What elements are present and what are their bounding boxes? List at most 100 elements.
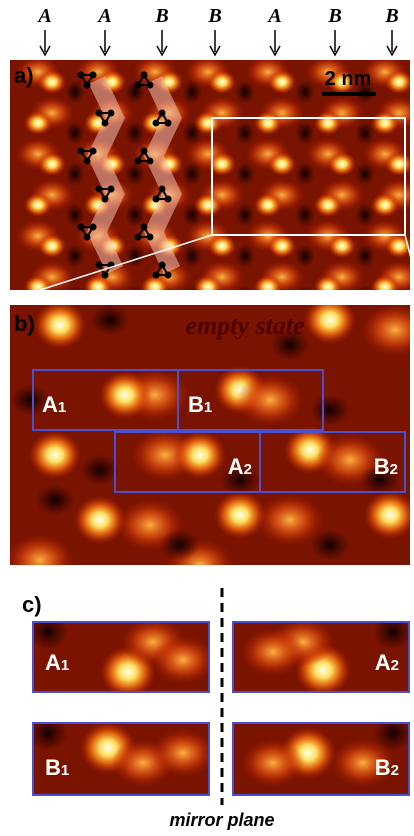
- blob: [268, 152, 296, 176]
- molecule-atom: [165, 196, 172, 203]
- blob: [84, 275, 112, 299]
- blob: [314, 193, 342, 217]
- panel-label: c): [22, 592, 42, 617]
- blob: [241, 739, 305, 787]
- blob: [235, 121, 255, 145]
- blob: [236, 374, 304, 426]
- box-subscript: 2: [244, 461, 252, 478]
- blob: [268, 234, 296, 258]
- blob: [310, 394, 350, 426]
- blob: [241, 628, 305, 676]
- blob: [35, 484, 75, 516]
- blob: [385, 70, 413, 94]
- molecule-atom: [141, 224, 148, 231]
- molecule-atom: [102, 272, 109, 279]
- box-letter: A: [42, 392, 58, 417]
- figure: A1A2B1B2 A1B1A2B2 a) 2 nm b) empty state…: [0, 0, 414, 836]
- molecule-atom: [96, 186, 103, 193]
- blob: [65, 162, 85, 186]
- blob: [34, 301, 86, 349]
- blob: [194, 111, 222, 135]
- blob: [38, 234, 66, 258]
- molecule-atom: [135, 82, 142, 89]
- blob: [65, 203, 85, 227]
- molecule-atom: [78, 72, 85, 79]
- blob: [295, 244, 315, 268]
- blob: [295, 203, 315, 227]
- blob: [385, 234, 413, 258]
- blob: [90, 304, 130, 336]
- blob: [254, 275, 282, 299]
- blob: [235, 80, 255, 104]
- box-letter: B: [375, 755, 391, 780]
- column-label: B: [327, 5, 341, 27]
- scale-bar: [322, 92, 376, 96]
- blob: [373, 715, 413, 751]
- blob: [268, 70, 296, 94]
- box-subscript: 2: [391, 657, 399, 674]
- molecule-atom: [159, 262, 166, 269]
- molecule-atom: [96, 110, 103, 117]
- molecule-atom: [90, 148, 97, 155]
- column-label: B: [207, 5, 221, 27]
- blob: [208, 234, 236, 258]
- molecule-atom: [102, 120, 109, 127]
- blob: [194, 193, 222, 217]
- scale-bar-label: 2 nm: [325, 68, 372, 90]
- blob: [235, 203, 255, 227]
- blob: [38, 70, 66, 94]
- blob: [235, 162, 255, 186]
- molecule-atom: [90, 224, 97, 231]
- molecule-atom: [90, 72, 97, 79]
- molecule-atom: [153, 272, 160, 279]
- caption: empty state: [185, 311, 304, 340]
- blob: [254, 111, 282, 135]
- blob: [151, 729, 215, 777]
- blob: [6, 534, 74, 586]
- blob: [385, 152, 413, 176]
- blob: [371, 275, 399, 299]
- panel-label: b): [14, 311, 35, 336]
- box-subscript: 1: [61, 657, 69, 674]
- box-subscript: 2: [390, 461, 398, 478]
- box-letter: A: [45, 650, 61, 675]
- molecule-atom: [165, 120, 172, 127]
- blob: [304, 296, 356, 344]
- molecule-atom: [141, 148, 148, 155]
- blob: [314, 111, 342, 135]
- blob: [194, 275, 222, 299]
- box-subscript: 1: [58, 399, 66, 416]
- blob: [24, 111, 52, 135]
- box-letter: A: [228, 454, 244, 479]
- blob: [160, 529, 200, 561]
- column-label: A: [96, 5, 111, 27]
- blob: [328, 152, 356, 176]
- column-label: A: [266, 5, 281, 27]
- blob: [295, 80, 315, 104]
- panel-label: a): [14, 63, 34, 88]
- blob: [65, 80, 85, 104]
- molecule-atom: [159, 186, 166, 193]
- molecule-atom: [159, 110, 166, 117]
- box-subscript: 1: [204, 399, 212, 416]
- molecule-atom: [96, 262, 103, 269]
- blob: [99, 371, 151, 419]
- column-label: B: [384, 5, 398, 27]
- molecule-atom: [84, 158, 91, 165]
- stm-image-b: [6, 296, 414, 591]
- blob: [314, 275, 342, 299]
- box-subscript: 2: [391, 762, 399, 779]
- molecule-atom: [153, 120, 160, 127]
- blob: [38, 152, 66, 176]
- molecule-atom: [78, 148, 85, 155]
- axis-label: mirror plane: [169, 810, 274, 830]
- molecule-atom: [108, 186, 115, 193]
- blob: [371, 111, 399, 135]
- molecule-atom: [141, 72, 148, 79]
- molecule-atom: [147, 158, 154, 165]
- molecule-atom: [153, 196, 160, 203]
- blob: [174, 431, 226, 479]
- molecule-atom: [135, 234, 142, 241]
- molecule-atom: [84, 82, 91, 89]
- blob: [254, 193, 282, 217]
